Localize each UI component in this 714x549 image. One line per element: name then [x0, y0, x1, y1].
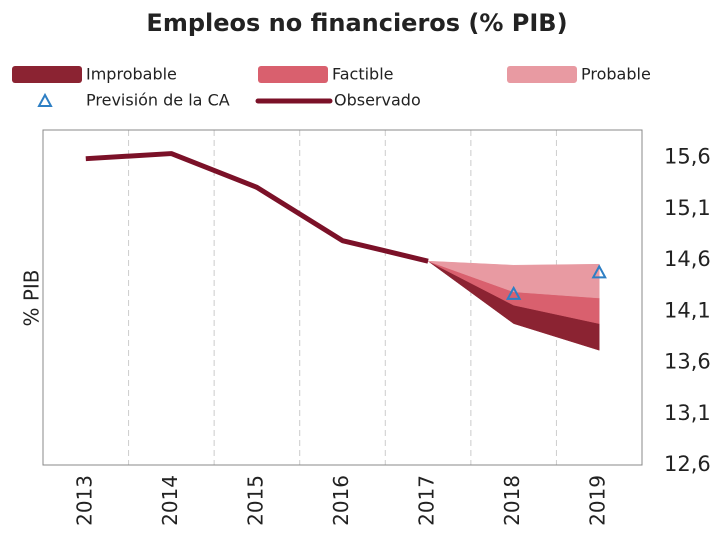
x-tick-label: 2019: [586, 475, 610, 526]
y-tick-label: 14,6: [664, 247, 711, 271]
forecast-marker: [591, 264, 607, 279]
y-tick-label: 15,6: [664, 145, 711, 169]
legend-label: Observado: [334, 91, 421, 110]
legend-swatch: [258, 66, 328, 83]
legend-label: Probable: [581, 65, 651, 84]
y-tick-label: 13,1: [664, 401, 711, 425]
legend-marker: [37, 92, 53, 107]
legend-label: Previsión de la CA: [86, 91, 230, 110]
x-tick-label: 2014: [158, 475, 182, 526]
x-tick-label: 2015: [243, 475, 267, 526]
y-tick-label: 15,1: [664, 196, 711, 220]
y-axis-label: % PIB: [20, 269, 44, 326]
legend-swatch: [507, 66, 577, 83]
legend-label: Factible: [332, 65, 394, 84]
legend-swatch: [12, 66, 82, 83]
plot-border: [42, 129, 643, 466]
x-tick-label: 2017: [415, 475, 439, 526]
fan-band: [427, 260, 600, 299]
x-tick-label: 2016: [329, 475, 353, 526]
y-tick-label: 13,6: [664, 350, 711, 374]
x-tick-label: 2018: [500, 475, 524, 526]
x-tick-label: 2013: [72, 475, 96, 526]
legend-label: Improbable: [86, 65, 177, 84]
chart-title: Empleos no financieros (% PIB): [146, 9, 567, 37]
y-tick-label: 12,6: [664, 452, 711, 476]
y-tick-label: 14,1: [664, 298, 711, 322]
observed-line: [85, 151, 429, 264]
forecast-marker: [505, 285, 522, 300]
